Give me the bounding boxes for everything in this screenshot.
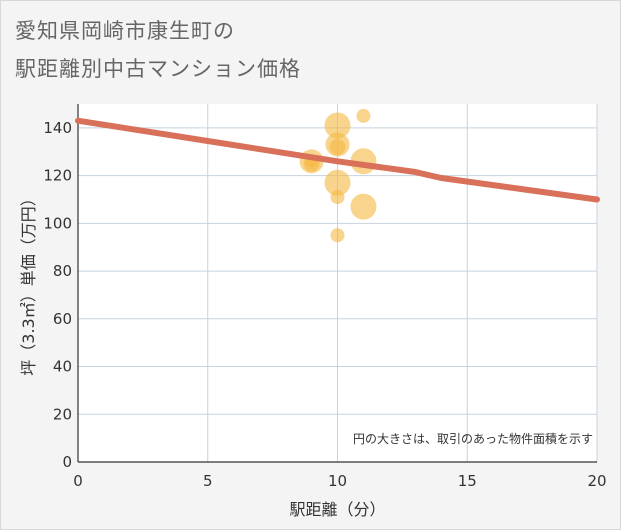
- data-point-6: [329, 138, 346, 155]
- data-point-8: [330, 190, 345, 205]
- y-tick-label: 140: [43, 119, 72, 137]
- data-point-4: [324, 112, 351, 139]
- x-tick-label: 15: [458, 472, 477, 490]
- tick-labels: 0 5 10 15 20 0 20 40 60 80 100 120 140: [43, 119, 606, 490]
- axes: [77, 104, 597, 463]
- x-tick-label: 20: [587, 472, 606, 490]
- x-tick-label: 10: [328, 472, 347, 490]
- chart-title-line1: 愛知県岡崎市康生町の: [15, 19, 235, 43]
- y-tick-label: 0: [62, 453, 72, 471]
- bubble-size-note: 円の大きさは、取引のあった物件面積を示す: [353, 431, 593, 446]
- y-axis-label: 坪（3.3㎡）単価（万円）: [19, 190, 38, 375]
- y-tick-label: 60: [53, 310, 72, 328]
- data-point-10: [356, 108, 371, 123]
- data-point-9: [330, 228, 345, 243]
- trend-line: [75, 117, 600, 203]
- data-point-7: [324, 169, 351, 196]
- y-tick-label: 100: [43, 214, 72, 232]
- y-tick-label: 120: [43, 167, 72, 185]
- y-tick-label: 40: [53, 358, 72, 376]
- y-tick-label: 20: [53, 405, 72, 423]
- y-tick-label: 80: [53, 262, 72, 280]
- data-point-12: [350, 193, 377, 220]
- x-axis-label: 駅距離（分）: [289, 500, 385, 519]
- x-tick-label: 0: [73, 472, 83, 490]
- chart-title-line2: 駅距離別中古マンション価格: [15, 57, 301, 81]
- x-tick-label: 5: [203, 472, 213, 490]
